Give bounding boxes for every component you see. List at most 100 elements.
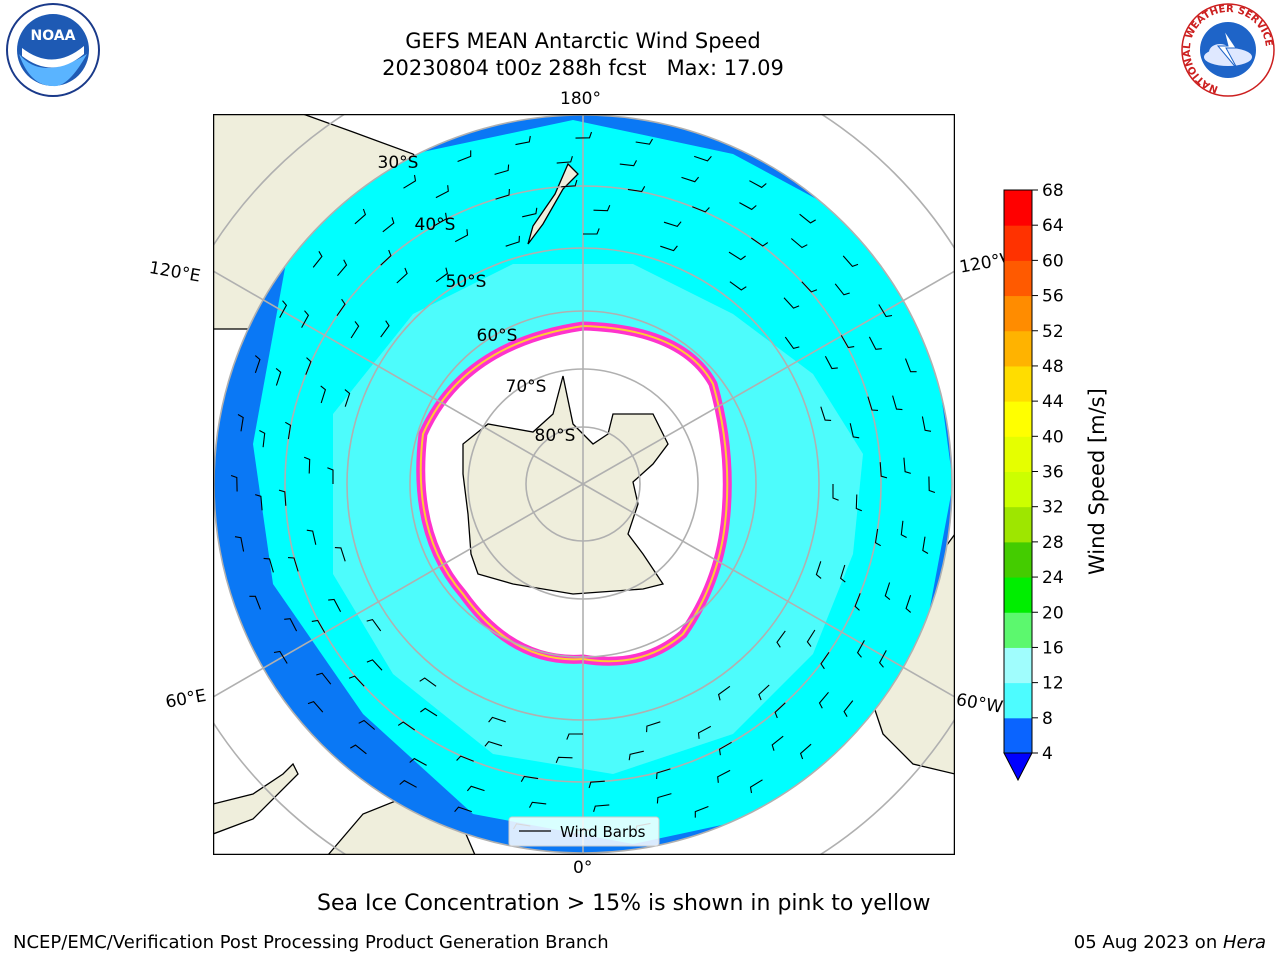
wind-barb	[327, 467, 334, 484]
wind-barb	[255, 494, 263, 511]
wind-barb	[774, 702, 786, 719]
wind-barb	[435, 267, 449, 283]
wind-barb	[334, 547, 346, 562]
wind-barb	[358, 719, 376, 730]
wind-barb	[892, 395, 903, 411]
wind-barb	[350, 744, 367, 755]
wind-barb	[921, 416, 932, 432]
wind-barb	[435, 185, 449, 199]
lat-label-70s: 70°S	[506, 377, 547, 397]
wind-barb	[627, 186, 646, 193]
wind-barb	[842, 255, 859, 268]
wind-barb	[305, 357, 312, 375]
wind-barb	[854, 593, 861, 611]
wind-barb	[646, 721, 661, 733]
wind-barb	[366, 659, 383, 671]
wind-barb	[354, 208, 367, 225]
wind-barb	[494, 164, 510, 175]
footer-date-text: 05 Aug 2023 on	[1073, 932, 1223, 953]
wind-barb	[380, 249, 392, 266]
colorbar-cell	[1004, 577, 1032, 613]
wind-barb	[466, 785, 485, 792]
wind-barb	[328, 598, 342, 613]
wind-barb	[771, 735, 784, 751]
wind-barb	[843, 700, 854, 717]
wind-barb	[904, 358, 917, 373]
wind-barb	[312, 251, 323, 268]
wind-barb	[879, 462, 888, 479]
footer-host: Hera	[1222, 932, 1266, 953]
colorbar-cell	[1004, 436, 1032, 472]
wind-barb	[454, 806, 472, 813]
colorbar-cell	[1004, 330, 1032, 367]
wind-barb	[832, 484, 839, 501]
nws-logo: NATIONAL WEATHER SERVICE	[1181, 3, 1275, 97]
wind-barb	[878, 304, 893, 318]
wind-barb	[380, 320, 390, 338]
lon-label-60e: 60°E	[164, 685, 208, 713]
colorbar-tick-label: 20	[1042, 603, 1064, 623]
colorbar-cell	[1004, 506, 1032, 543]
wind-barb	[254, 355, 261, 373]
wind-barb	[656, 793, 672, 804]
lat-label-60s: 60°S	[477, 326, 518, 346]
wind-barb	[230, 474, 238, 492]
wind-barb	[868, 336, 882, 350]
noaa-logo-text: NOAA	[31, 28, 76, 44]
wind-barb	[717, 769, 731, 783]
wind-barb	[306, 529, 317, 545]
map-frame	[213, 114, 955, 855]
chart-subtitle: 20230804 t00z 288h fcst Max: 17.09	[382, 56, 784, 80]
wind-barb	[729, 281, 747, 291]
wind-barb	[529, 801, 547, 808]
wind-barb	[278, 489, 287, 506]
sea-ice-caption: Sea Ice Concentration > 15% is shown in …	[317, 891, 931, 916]
colorbar-tick-label: 40	[1042, 427, 1064, 447]
wind-barb	[694, 155, 712, 162]
wind-barb	[259, 430, 266, 448]
wind-barb	[311, 619, 326, 633]
wind-barb	[555, 756, 573, 764]
wind-barb	[316, 672, 332, 685]
chart-title: GEFS MEAN Antarctic Wind Speed	[405, 29, 761, 53]
wind-barb	[396, 267, 408, 284]
wind-barb	[750, 237, 769, 247]
wind-barb	[922, 536, 929, 554]
wind-barb	[495, 188, 510, 200]
wind-barb	[575, 131, 593, 139]
wind-barb	[434, 212, 448, 227]
wind-barb	[249, 595, 262, 610]
wind-barb	[285, 421, 292, 440]
wind-barb	[556, 156, 573, 164]
colorbar-cell	[1004, 260, 1032, 297]
wind-barb	[663, 221, 682, 228]
wind-barb	[279, 300, 288, 318]
wind-barb	[692, 206, 710, 213]
wind-barb	[815, 561, 822, 579]
colorbar-cell	[1004, 541, 1032, 578]
wind-barb	[403, 174, 417, 189]
wind-barb	[420, 707, 438, 717]
lon-label-0: 0°	[573, 858, 593, 878]
wind-barb	[336, 298, 346, 317]
colorbar-cell	[1004, 471, 1032, 508]
colorbar-cell	[1004, 717, 1032, 754]
wind-barb	[749, 180, 767, 189]
wind-barb	[878, 650, 887, 668]
wind-barb	[237, 414, 244, 432]
wind-barb	[409, 757, 427, 766]
colorbar-tick-label: 4	[1042, 744, 1053, 764]
wind-barb	[522, 207, 538, 218]
colorbar-label: Wind Speed [m/s]	[1085, 388, 1109, 575]
wind-barb	[834, 283, 850, 296]
wind-barb	[806, 629, 816, 647]
wind-barb	[234, 536, 245, 552]
footer-date: 05 Aug 2023 on Hera	[1074, 932, 1266, 953]
wind-barb	[820, 406, 832, 421]
wind-barb	[905, 595, 912, 613]
lon-label-120e: 120°E	[147, 258, 202, 287]
new-zealand-land	[527, 162, 579, 245]
wind-barb	[928, 476, 936, 494]
lon-label-180: 180°	[560, 89, 601, 109]
